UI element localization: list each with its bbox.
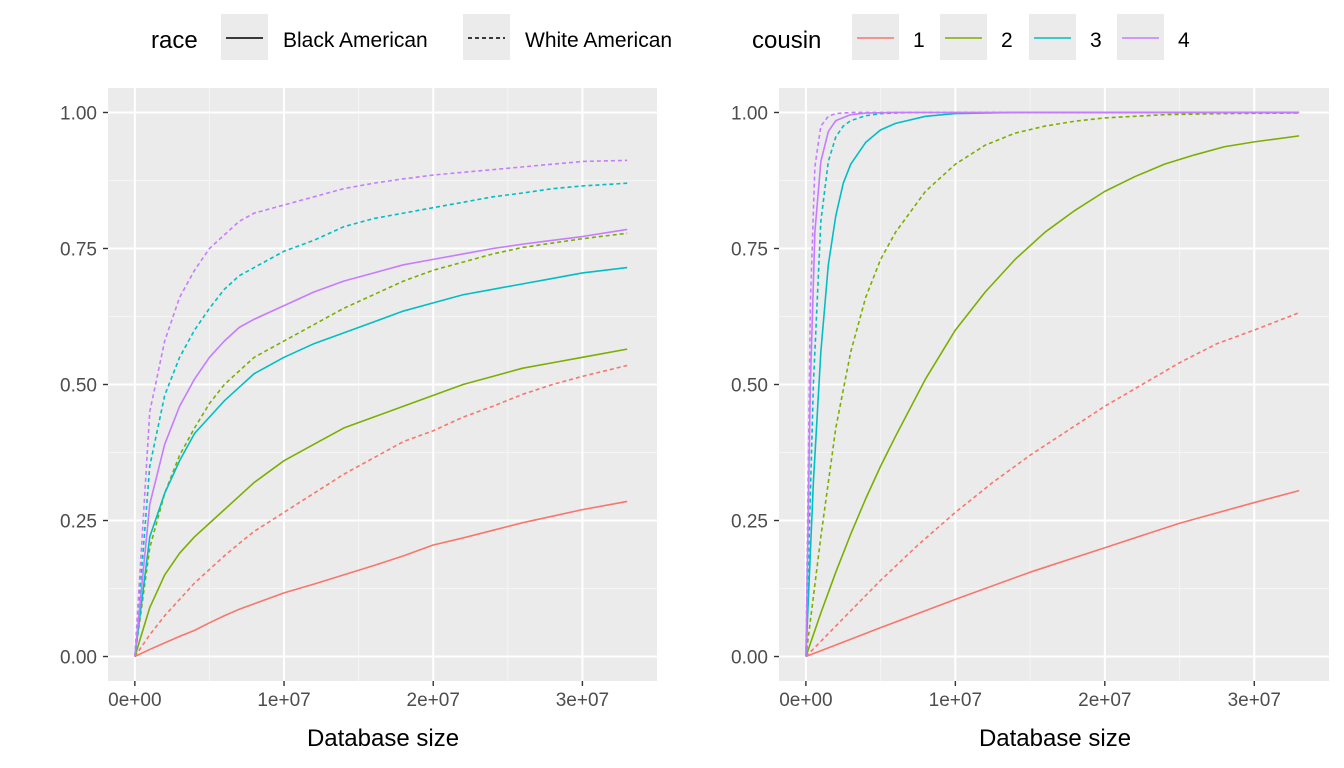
x-tick-label: 0e+00	[108, 690, 161, 711]
y-tick-label: 0.75	[731, 239, 768, 260]
series-line-cousin-1-black-american	[134, 500, 628, 658]
x-tick-label: 2e+07	[407, 690, 460, 711]
legend-key-background	[1117, 14, 1164, 60]
legend-cousin-label-2: 2	[1001, 29, 1013, 52]
legend-cousin-label-3: 3	[1090, 29, 1102, 52]
y-tick-label: 0.50	[60, 376, 97, 397]
series-line-cousin-1-white-american	[134, 364, 628, 657]
series-line-cousin-1-white-american	[805, 311, 1300, 658]
series-line-cousin-3-black-american	[134, 266, 628, 657]
legend-key-background	[463, 14, 510, 60]
legend-cousin-entry-4: 4	[1117, 14, 1190, 60]
legend-cousin-label-4: 4	[1178, 29, 1190, 52]
x-axis-title: Database size	[307, 725, 459, 752]
left-panel: 0.00 0.25 0.50 0.75 1.00 0e+00 1e+07 2e+07 3e+07…	[60, 88, 657, 752]
legend-race: race Black American White American	[151, 14, 672, 60]
y-tick-label: 0.50	[731, 376, 768, 397]
x-tick-label: 0e+00	[779, 690, 832, 711]
series-line-cousin-2-white-american	[805, 112, 1300, 657]
series-line-cousin-2-black-american	[805, 135, 1300, 657]
x-axis-title: Database size	[979, 725, 1131, 752]
legend-cousin-entry-3: 3	[1029, 14, 1102, 60]
legend-cousin-title: cousin	[752, 27, 821, 54]
series-line-cousin-2-white-american	[134, 232, 628, 657]
series-line-cousin-1-black-american	[805, 489, 1300, 658]
y-tick-label: 1.00	[60, 103, 97, 124]
series-line-cousin-4-white-american	[805, 111, 1300, 657]
x-tick-label: 3e+07	[1228, 690, 1281, 711]
x-tick-label: 3e+07	[556, 690, 609, 711]
legend-race-entry-black: Black American	[221, 14, 428, 60]
legend-key-background	[1029, 14, 1076, 60]
y-tick-label: 0.00	[60, 648, 97, 669]
y-tick-label: 0.00	[731, 648, 768, 669]
y-tick-label: 0.75	[60, 239, 97, 260]
legend-race-entry-white: White American	[463, 14, 672, 60]
series-line-cousin-3-white-american	[134, 182, 628, 657]
series-line-cousin-4-black-american	[134, 228, 628, 657]
y-tick-label: 1.00	[731, 103, 768, 124]
x-tick-label: 1e+07	[929, 690, 982, 711]
legend-cousin: cousin 1 2 3 4	[752, 14, 1190, 60]
series-line-cousin-4-white-american	[134, 159, 628, 657]
legend-key-background	[221, 14, 268, 60]
legend-cousin-label-1: 1	[913, 29, 925, 52]
legend-key-background	[940, 14, 987, 60]
legend-cousin-entry-2: 2	[940, 14, 1013, 60]
legend-cousin-entry-1: 1	[852, 14, 925, 60]
y-tick-label: 0.25	[731, 512, 768, 533]
legend-race-label-black: Black American	[283, 29, 428, 52]
x-tick-label: 1e+07	[257, 690, 310, 711]
x-tick-label: 2e+07	[1078, 690, 1131, 711]
right-panel: 0.00 0.25 0.50 0.75 1.00 0e+00 1e+07 2e+07 3e+07…	[731, 88, 1329, 752]
legend-race-title: race	[151, 27, 198, 54]
legend-key-background	[852, 14, 899, 60]
series-line-cousin-2-black-american	[134, 348, 628, 657]
legend-race-label-white: White American	[525, 29, 672, 52]
y-tick-label: 0.25	[60, 512, 97, 533]
